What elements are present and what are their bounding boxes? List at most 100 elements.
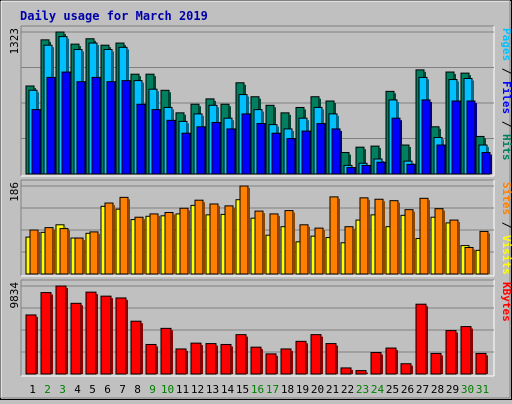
chart-panels: 1323 Pages / Files / Hits 186 Sites / Visit… xyxy=(8,25,512,377)
bar-visits-sites-s1-d10-shadow xyxy=(173,214,175,274)
day-label: 3 xyxy=(59,383,66,396)
bar-hits-files-pages-s2-d3-fill xyxy=(61,71,71,175)
bar-hits-files-pages-s2-d5-fill xyxy=(91,76,101,175)
legend-item: Sites xyxy=(500,182,512,215)
bar-kbytes-s0-d24-fill xyxy=(370,352,382,375)
bar-hits-files-pages-s0-d26-shadow xyxy=(409,147,411,174)
day-label: 19 xyxy=(296,383,309,396)
panel-kbytes: 9834 KBytes xyxy=(8,279,512,377)
bar-kbytes-s0-d16-shadow xyxy=(261,349,263,374)
chart-title: Daily usage for March 2019 xyxy=(20,9,208,23)
bar-kbytes-s0-d6-fill xyxy=(100,295,112,375)
bar-kbytes-s0-d12-shadow xyxy=(201,345,203,374)
bar-kbytes-s0-d30-shadow xyxy=(471,328,473,374)
bar-visits-sites-s1-d29 xyxy=(449,219,460,275)
bar-visits-sites-s1-d7-shadow xyxy=(128,199,130,274)
bar-hits-files-pages-s2-d31 xyxy=(481,152,492,175)
bar-visits-sites-s1-d2 xyxy=(44,227,55,275)
bar-visits-sites-s1-d8-fill xyxy=(134,216,144,275)
bar-visits-sites-s1-d16-fill xyxy=(254,210,264,275)
bar-visits-sites-s1-d27-fill xyxy=(419,197,429,275)
bar-kbytes-s0-d2-fill xyxy=(40,292,52,375)
legend-item: Hits xyxy=(500,134,512,161)
bar-kbytes-s0-d23 xyxy=(355,370,368,375)
day-label: 8 xyxy=(134,383,141,396)
bar-hits-files-pages-s2-d12-fill xyxy=(196,126,206,175)
day-label: 21 xyxy=(326,383,339,396)
bar-visits-sites-s1-d26 xyxy=(404,209,415,275)
bar-visits-sites-s1-d20-shadow xyxy=(323,230,325,274)
legend-kbytes: KBytes xyxy=(500,282,512,322)
bar-kbytes-s0-d9-fill xyxy=(145,343,157,375)
day-label: 28 xyxy=(431,383,444,396)
bar-kbytes-s0-d7 xyxy=(115,297,128,375)
bar-kbytes-s0-d10-shadow xyxy=(171,330,173,374)
bar-visits-sites-s1-d13-fill xyxy=(209,203,219,275)
bar-visits-sites-s1-d11 xyxy=(179,207,190,275)
bar-visits-sites-s1-d19 xyxy=(299,224,310,275)
day-label: 23 xyxy=(356,383,369,396)
bar-kbytes-s0-d22-shadow xyxy=(351,369,353,374)
bar-visits-sites-s1-d1-shadow xyxy=(38,232,40,274)
bar-kbytes-s0-d31-fill xyxy=(475,352,487,375)
day-label: 17 xyxy=(266,383,279,396)
bar-kbytes-s0-d14-fill xyxy=(220,343,232,375)
bar-hits-files-pages-s2-d1-fill xyxy=(31,109,41,175)
day-label: 7 xyxy=(119,383,126,396)
bar-kbytes-s0-d29-shadow xyxy=(456,332,458,374)
bar-hits-files-pages-s2-d16-fill xyxy=(256,123,266,175)
day-label: 26 xyxy=(401,383,414,396)
bar-visits-sites-s1-d24 xyxy=(374,198,385,275)
bar-hits-files-pages-s2-d29-fill xyxy=(451,100,461,175)
legend-item: / xyxy=(500,215,512,235)
bar-visits-sites-s1-d9-shadow xyxy=(158,215,160,274)
bar-visits-sites-s1-d2-fill xyxy=(44,227,54,275)
bar-kbytes-s0-d14-shadow xyxy=(231,346,233,374)
bar-kbytes-s0-d17-shadow xyxy=(276,355,278,374)
bar-kbytes-s0-d20 xyxy=(310,334,323,375)
bar-hits-files-pages-s2-d10-fill xyxy=(166,119,176,175)
bar-hits-files-pages-s2-d8-fill xyxy=(136,103,146,175)
bar-kbytes-s0-d19-shadow xyxy=(306,343,308,374)
bar-hits-files-pages-s0-d22-shadow xyxy=(349,154,351,174)
bar-kbytes-s0-d4-fill xyxy=(70,302,82,375)
legend-item: KBytes xyxy=(500,282,512,322)
bar-hits-files-pages-s2-d4-fill xyxy=(76,81,86,175)
bar-kbytes-s0-d25-shadow xyxy=(396,350,398,374)
bar-visits-sites-s1-d17 xyxy=(269,213,280,275)
bar-kbytes-s0-d16 xyxy=(250,346,263,375)
bar-visits-sites-s1-d25-shadow xyxy=(398,202,400,274)
bar-visits-sites-s1-d18-shadow xyxy=(293,212,295,274)
bar-visits-sites-s1-d27-shadow xyxy=(428,200,430,274)
bar-kbytes-s0-d5-fill xyxy=(85,291,97,375)
legend-item: Pages xyxy=(500,28,512,61)
bar-kbytes-s0-d27-shadow xyxy=(426,306,428,374)
bar-visits-sites-s1-d18-fill xyxy=(284,210,294,275)
bar-visits-sites-s1-d19-fill xyxy=(299,224,309,275)
bar-visits-sites-s1-d29-fill xyxy=(449,219,459,275)
bar-hits-files-pages-s2-d19-fill xyxy=(301,130,311,175)
day-label: 11 xyxy=(176,383,189,396)
day-label: 27 xyxy=(416,383,429,396)
bar-visits-sites-s1-d9-fill xyxy=(149,213,159,275)
bar-visits-sites-s1-d12 xyxy=(194,199,205,275)
bar-kbytes-s0-d9-shadow xyxy=(156,346,158,374)
bar-kbytes-s0-d10 xyxy=(160,327,173,375)
bar-visits-sites-s1-d23-fill xyxy=(359,197,369,275)
bar-visits-sites-s1-d6-shadow xyxy=(113,205,115,274)
bar-hits-files-pages-s2-d15-fill xyxy=(241,113,251,175)
bar-visits-sites-s1-d1 xyxy=(29,229,40,275)
day-label: 24 xyxy=(371,383,385,396)
bar-visits-sites-s1-d25 xyxy=(389,200,400,275)
bar-kbytes-s0-d28-shadow xyxy=(441,355,443,374)
bar-visits-sites-s1-d8 xyxy=(134,216,145,275)
day-label: 10 xyxy=(161,383,174,396)
bar-kbytes-s0-d8 xyxy=(130,320,143,375)
bar-visits-sites-s1-d5-fill xyxy=(89,231,99,275)
bar-visits-sites-s1-d22-fill xyxy=(344,226,354,275)
bar-kbytes-s0-d11 xyxy=(175,348,188,375)
bar-kbytes-s0-d3-shadow xyxy=(66,288,68,374)
day-label: 22 xyxy=(341,383,354,396)
bar-visits-sites-s1-d30-shadow xyxy=(473,249,475,274)
bar-visits-sites-s1-d26-shadow xyxy=(413,211,415,274)
